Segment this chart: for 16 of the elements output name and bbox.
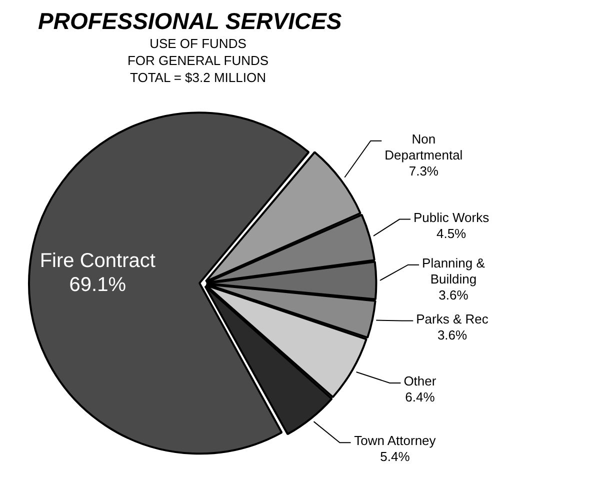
data-label: 7.3% xyxy=(408,163,439,178)
slice-label: Fire Contract xyxy=(40,250,156,272)
slice-label: Town Attorney xyxy=(354,433,436,448)
slice-label: Public Works xyxy=(413,210,490,225)
data-label: 5.4% xyxy=(380,449,410,464)
slice-label: Other xyxy=(404,374,437,389)
data-label: 69.1% xyxy=(69,274,126,296)
slice-label: Planning & Building xyxy=(422,255,486,286)
slice-label: Non Departmental xyxy=(384,131,463,162)
chart-subtitle: USE OF FUNDS FOR GENERAL FUNDS TOTAL = $3.2 MILLION xyxy=(126,35,270,86)
data-label: 6.4% xyxy=(405,390,436,405)
data-label: 4.5% xyxy=(436,226,467,241)
slice-label: Parks & Rec xyxy=(416,311,489,326)
data-label: 3.6% xyxy=(437,327,468,342)
data-label: 3.6% xyxy=(438,287,469,302)
chart-title: PROFESSIONAL SERVICES xyxy=(38,8,343,35)
